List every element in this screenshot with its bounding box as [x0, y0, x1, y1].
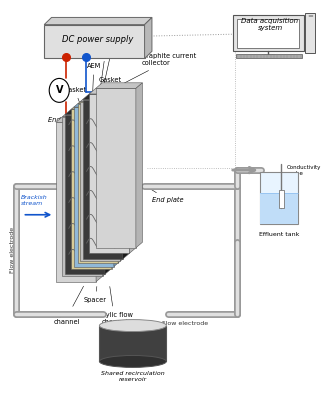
Bar: [62, 117, 102, 276]
Polygon shape: [144, 18, 152, 58]
Polygon shape: [105, 109, 112, 274]
Polygon shape: [62, 115, 105, 117]
Bar: [96, 88, 136, 248]
Bar: [99, 326, 166, 362]
Text: Gasket: Gasket: [101, 42, 124, 95]
Polygon shape: [83, 94, 129, 100]
Text: Data acquisition
system: Data acquisition system: [242, 18, 299, 31]
Text: End plate: End plate: [145, 186, 184, 203]
Text: A: A: [126, 115, 133, 125]
Polygon shape: [102, 115, 105, 276]
Polygon shape: [56, 117, 102, 122]
Bar: [83, 100, 123, 259]
Polygon shape: [78, 102, 120, 104]
Text: DC power supply: DC power supply: [62, 35, 133, 44]
Polygon shape: [71, 107, 114, 109]
Bar: [237, 20, 299, 48]
Bar: [260, 193, 298, 224]
Polygon shape: [118, 102, 120, 263]
Bar: [233, 15, 303, 51]
Text: Brackish
stream: Brackish stream: [21, 195, 47, 206]
Text: CEM: CEM: [98, 50, 113, 97]
Ellipse shape: [99, 320, 166, 332]
Bar: [80, 102, 120, 261]
Bar: [65, 115, 105, 274]
Text: Graphite current
collector: Graphite current collector: [120, 54, 197, 85]
Text: Flow electrode: Flow electrode: [162, 321, 208, 326]
Bar: [89, 94, 129, 254]
Bar: [71, 109, 112, 268]
Polygon shape: [44, 18, 152, 25]
Bar: [74, 107, 114, 266]
Polygon shape: [123, 94, 129, 259]
Bar: [305, 13, 315, 52]
Polygon shape: [112, 107, 114, 268]
Text: Acrylic flow
channel: Acrylic flow channel: [47, 286, 85, 325]
Bar: [236, 54, 302, 58]
Bar: [44, 25, 144, 58]
Polygon shape: [129, 88, 136, 254]
Text: Spacer: Spacer: [84, 286, 107, 303]
Polygon shape: [136, 83, 142, 248]
Text: End plate: End plate: [47, 117, 79, 123]
Bar: [279, 190, 284, 208]
Bar: [78, 104, 118, 263]
Text: AEM: AEM: [87, 63, 101, 102]
Text: Conductivity
probe: Conductivity probe: [287, 165, 322, 176]
Text: Gasket: Gasket: [99, 77, 122, 97]
Circle shape: [49, 78, 69, 102]
Polygon shape: [65, 109, 112, 115]
Polygon shape: [120, 100, 123, 261]
Polygon shape: [80, 100, 123, 102]
Bar: [260, 172, 298, 224]
Polygon shape: [74, 104, 118, 107]
Text: Gasket: Gasket: [63, 87, 86, 110]
Polygon shape: [96, 117, 102, 282]
Polygon shape: [114, 104, 118, 266]
Ellipse shape: [99, 356, 166, 368]
Text: Shared recirculation
reservoir: Shared recirculation reservoir: [101, 372, 165, 382]
Bar: [56, 122, 96, 282]
Polygon shape: [89, 88, 136, 94]
Text: V: V: [55, 85, 63, 95]
Text: =: =: [307, 14, 313, 20]
Circle shape: [120, 108, 139, 132]
Polygon shape: [96, 83, 142, 88]
Text: Acrylic flow
channel: Acrylic flow channel: [95, 286, 133, 325]
Text: Effluent tank: Effluent tank: [259, 232, 299, 237]
Text: Flow electrode: Flow electrode: [10, 227, 15, 273]
